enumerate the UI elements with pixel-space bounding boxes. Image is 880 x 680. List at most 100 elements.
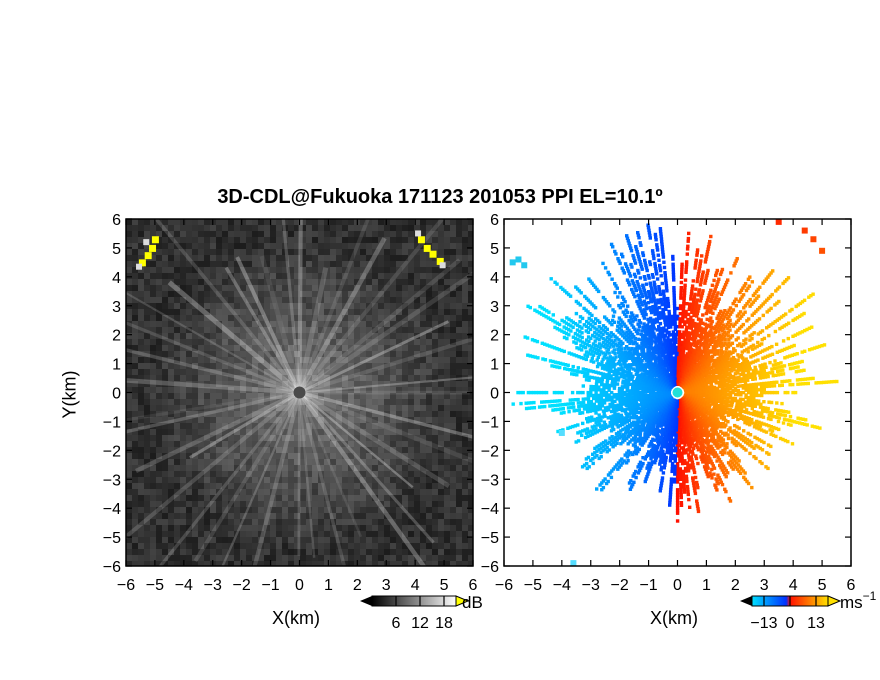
snr-cell [432,423,438,429]
snr-cell [240,435,246,441]
snr-cell [246,255,252,261]
velocity-cell [721,431,725,435]
snr-cell [162,471,168,477]
snr-cell [180,363,186,369]
snr-cell [312,309,318,315]
snr-cell [294,327,300,333]
snr-cell [408,465,414,471]
snr-cell [150,255,156,261]
snr-cell [126,525,132,531]
snr-cell [378,315,384,321]
snr-cell [282,441,288,447]
snr-cell [264,507,270,513]
velocity-cell [637,468,642,473]
snr-cell [360,261,366,267]
snr-cell [222,237,228,243]
snr-cell [414,453,420,459]
snr-cell [138,357,144,363]
velocity-cell [726,433,730,437]
snr-cell [390,261,396,267]
snr-cell [396,429,402,435]
snr-cell [306,537,312,543]
snr-cell [132,537,138,543]
velocity-cell [659,468,663,472]
velocity-cell [675,501,680,505]
snr-cell [168,309,174,315]
snr-cell [384,225,390,231]
snr-cell [456,249,462,255]
snr-cell [396,519,402,525]
snr-cell [222,351,228,357]
velocity-cell [706,411,711,416]
velocity-cell [681,433,686,437]
snr-cell [216,303,222,309]
snr-cell [378,261,384,267]
snr-cell [222,345,228,351]
snr-cell [204,519,210,525]
snr-cell [276,519,282,525]
snr-cell [144,393,150,399]
velocity-cell [694,443,699,447]
snr-cell [252,369,258,375]
velocity-cell [677,436,681,440]
snr-cell [312,435,318,441]
snr-cell [228,267,234,273]
snr-cell [294,447,300,453]
y-tick-label: 3 [112,299,121,316]
snr-cell [330,435,336,441]
snr-cell [288,555,294,561]
snr-cell [348,459,354,465]
snr-ray [126,348,300,395]
snr-cell [330,453,336,459]
snr-cell [378,525,384,531]
snr-cell [210,513,216,519]
snr-cell [312,525,318,531]
snr-cell [336,507,342,513]
snr-cell [204,237,210,243]
snr-cell [228,459,234,465]
snr-cell [444,537,450,543]
snr-cell [324,393,330,399]
velocity-cell [683,461,687,465]
snr-cell [288,483,294,489]
velocity-cell [767,413,771,418]
snr-cell [228,273,234,279]
snr-cell [252,357,258,363]
snr-cell [384,387,390,393]
velocity-cell [721,392,725,396]
snr-cell [462,543,468,549]
snr-cell [366,315,372,321]
snr-cell [126,237,132,243]
snr-cell [456,477,462,483]
snr-cell [132,549,138,555]
velocity-cell [741,417,746,421]
snr-cell [246,501,252,507]
snr-cell [216,321,222,327]
velocity-cell [678,456,682,461]
snr-cell [216,417,222,423]
snr-cell [348,393,354,399]
snr-cell [318,489,324,495]
snr-cell [414,297,420,303]
snr-cell [132,423,138,429]
snr-cell [228,417,234,423]
snr-cell [360,495,366,501]
velocity-cell [721,441,726,446]
snr-cell [468,435,473,441]
velocity-cell [700,437,705,441]
snr-cell [378,231,384,237]
velocity-cell [682,422,686,426]
snr-cell [336,261,342,267]
snr-cell [198,555,204,561]
velocity-cell [740,404,744,408]
snr-cell [156,489,162,495]
snr-cell [408,267,414,273]
snr-cell [294,489,300,495]
velocity-cell [714,440,719,445]
velocity-cell [708,414,712,418]
velocity-cell [741,435,745,439]
snr-cell [372,489,378,495]
snr-cell [156,501,162,507]
snr-cell [276,471,282,477]
velocity-cell [657,454,662,458]
